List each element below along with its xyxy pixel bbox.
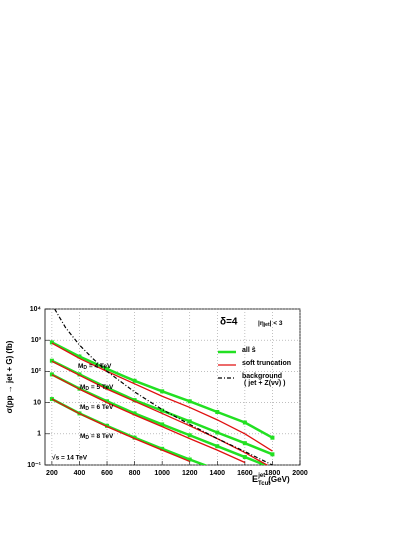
point xyxy=(132,435,137,440)
curve-label: MD = 6 TeV xyxy=(80,404,114,413)
curve-label: MD = 8 TeV xyxy=(80,433,114,442)
point xyxy=(132,378,137,383)
point xyxy=(105,366,110,371)
point xyxy=(49,358,54,363)
point xyxy=(160,446,165,451)
x-tick-label: 200 xyxy=(46,470,58,477)
label-text: = 4 TeV xyxy=(87,363,112,370)
point xyxy=(77,372,82,377)
point xyxy=(242,441,247,446)
point xyxy=(49,372,54,377)
y-tick-label: 10³ xyxy=(31,337,42,344)
background-line xyxy=(54,309,274,465)
legend-note: ( jet + Z(νν̄) ) xyxy=(244,379,285,387)
x-label-symbol: E xyxy=(252,474,258,484)
x-tick-label: 800 xyxy=(129,470,141,477)
x-axis-label: ETcut jet (GeV) xyxy=(252,473,290,487)
point xyxy=(187,433,192,438)
curve-label: MD = 5 TeV xyxy=(80,384,114,393)
label-text: = 5 TeV xyxy=(89,384,114,391)
label-symbol: M xyxy=(78,363,83,370)
y-tick-label: 10² xyxy=(31,368,42,375)
eta-label: |ηjet| < 3 xyxy=(258,320,283,329)
x-tick-label: 2000 xyxy=(292,470,308,477)
point xyxy=(105,385,110,390)
y-tick-label: 10⁴ xyxy=(30,306,42,313)
legend-label: background xyxy=(242,373,282,380)
series-line xyxy=(51,374,246,464)
y-tick-label: 10⁻¹ xyxy=(27,462,41,469)
point xyxy=(187,457,192,462)
label-text: = 8 TeV xyxy=(89,433,114,440)
point xyxy=(132,398,137,403)
series-line xyxy=(51,398,190,463)
point xyxy=(215,430,220,435)
label-text: = 6 TeV xyxy=(89,404,114,411)
x-tick-label: 1600 xyxy=(237,470,253,477)
x-tick-label: 1000 xyxy=(154,470,170,477)
x-tick-label: 1800 xyxy=(265,470,281,477)
point xyxy=(242,455,247,460)
label-symbol: M xyxy=(80,384,85,391)
point xyxy=(215,409,220,414)
label-sub: D xyxy=(85,386,89,392)
y-tick-label: 1 xyxy=(37,431,41,438)
x-tick-label: 1200 xyxy=(182,470,198,477)
point xyxy=(160,389,165,394)
plot-area xyxy=(49,309,275,465)
x-label-sub: Tcut xyxy=(258,481,270,487)
label-symbol: M xyxy=(80,404,85,411)
x-tick-label: 1400 xyxy=(210,470,226,477)
point xyxy=(160,408,165,413)
eta-sub: jet xyxy=(263,322,270,328)
label-symbol: M xyxy=(80,433,85,440)
series-line xyxy=(51,360,269,465)
eta-b: | < 3 xyxy=(270,320,283,327)
series-line xyxy=(51,342,273,452)
energy-label: √s = 14 TeV xyxy=(52,454,88,462)
label-sub: D xyxy=(85,406,89,412)
label-sub: D xyxy=(83,365,87,371)
y-axis-label: σ(pp → jet + G) (fb) xyxy=(5,340,14,413)
point xyxy=(242,420,247,425)
point xyxy=(49,340,54,345)
point xyxy=(270,452,275,457)
eta-a: |η xyxy=(258,320,264,327)
point xyxy=(132,411,137,416)
x-label-unit: (GeV) xyxy=(268,475,290,484)
curve-label: MD = 4 TeV xyxy=(78,363,112,372)
point xyxy=(215,444,220,449)
point xyxy=(105,423,110,428)
legend-label: soft truncation xyxy=(242,360,291,367)
point xyxy=(270,435,275,440)
point xyxy=(187,399,192,404)
x-tick-label: 600 xyxy=(101,470,113,477)
y-tick-label: 10 xyxy=(33,399,41,406)
legend-label: all ŝ xyxy=(242,347,256,354)
point xyxy=(160,422,165,427)
delta-label: δ=4 xyxy=(220,317,238,328)
point xyxy=(77,354,82,359)
label-sub: D xyxy=(85,435,89,441)
x-tick-label: 400 xyxy=(74,470,86,477)
x-label-sup: jet xyxy=(257,473,265,479)
point xyxy=(187,419,192,424)
point xyxy=(105,399,110,404)
